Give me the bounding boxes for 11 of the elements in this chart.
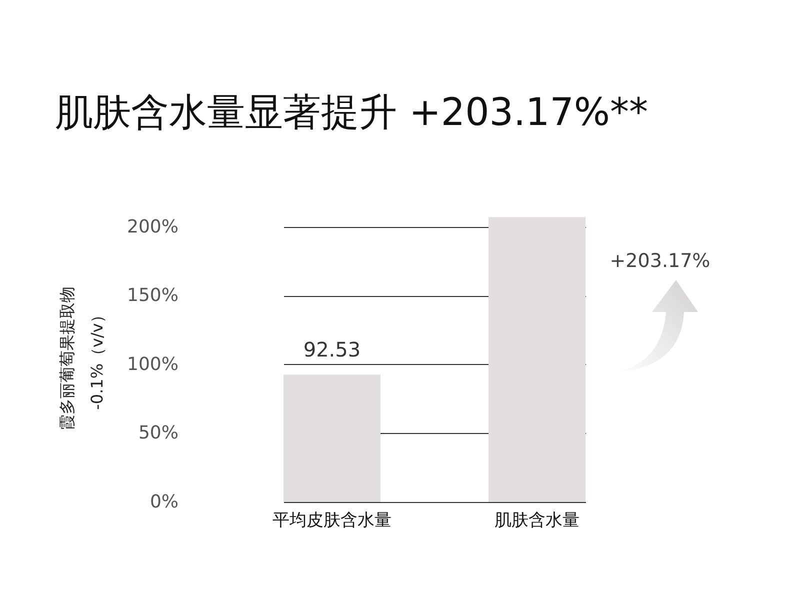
y-tick-label: 0% [150,492,178,512]
chart-title: 肌肤含水量显著提升 +203.17%** [55,90,648,134]
x-tick-label: 肌肤含水量 [494,510,580,530]
y-axis-title: 霞多丽葡萄果提取物 -0.1%（v/v） [58,286,106,430]
y-tick-label: 50% [138,422,178,444]
x-tick-label: 平均皮肤含水量 [272,510,392,530]
text: +203.17% [610,250,710,272]
y-tick-label: 200% [127,216,178,238]
data-label: 92.53 [303,338,361,362]
y-tick-label: 100% [127,354,178,375]
y-tick-label: 150% [127,285,178,306]
